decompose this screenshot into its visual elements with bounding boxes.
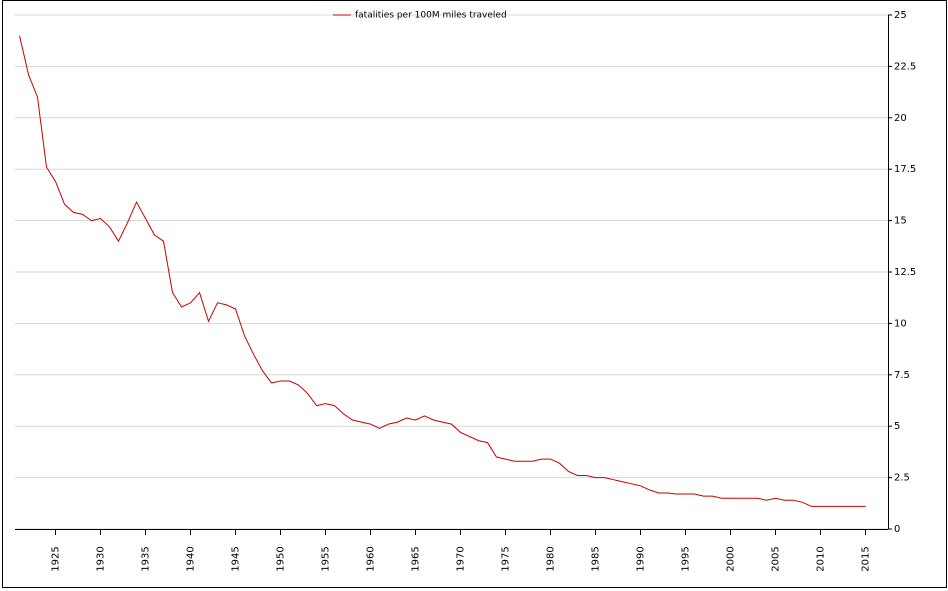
y-tick-label: 15 <box>894 216 907 227</box>
legend-label: fatalities per 100M miles traveled <box>355 11 507 21</box>
x-tick-label: 2015 <box>861 546 872 571</box>
x-tick-label: 2010 <box>816 546 827 571</box>
y-tick-label: 5 <box>894 421 900 432</box>
y-tick-label: 0 <box>894 524 900 535</box>
x-tick-label: 1935 <box>141 546 152 571</box>
y-tick-label: 25 <box>894 10 907 21</box>
x-tick-label: 1995 <box>681 546 692 571</box>
y-tick-label: 20 <box>894 113 907 124</box>
y-tick-label: 22.5 <box>894 61 916 72</box>
y-tick-label: 10 <box>894 318 907 329</box>
x-tick-label: 1955 <box>321 546 332 571</box>
y-tick-label: 17.5 <box>894 164 916 175</box>
y-tick-label: 7.5 <box>894 370 910 381</box>
x-tick-label: 1985 <box>591 546 602 571</box>
x-tick-label: 2005 <box>771 546 782 571</box>
x-tick-label: 2000 <box>726 546 737 571</box>
x-tick-label: 1940 <box>186 546 197 571</box>
y-tick-label: 2.5 <box>894 473 910 484</box>
x-tick-label: 1990 <box>636 546 647 571</box>
x-tick-label: 1950 <box>276 546 287 571</box>
x-tick-label: 1960 <box>366 546 377 571</box>
x-tick-label: 1980 <box>546 546 557 571</box>
x-tick-label: 1930 <box>96 546 107 571</box>
x-tick-label: 1970 <box>456 546 467 571</box>
x-tick-label: 1965 <box>411 546 422 571</box>
x-tick-label: 1925 <box>51 546 62 571</box>
data-line <box>19 35 866 507</box>
x-tick-label: 1945 <box>231 546 242 571</box>
x-tick-label: 1975 <box>501 546 512 571</box>
y-tick-label: 12.5 <box>894 267 916 278</box>
